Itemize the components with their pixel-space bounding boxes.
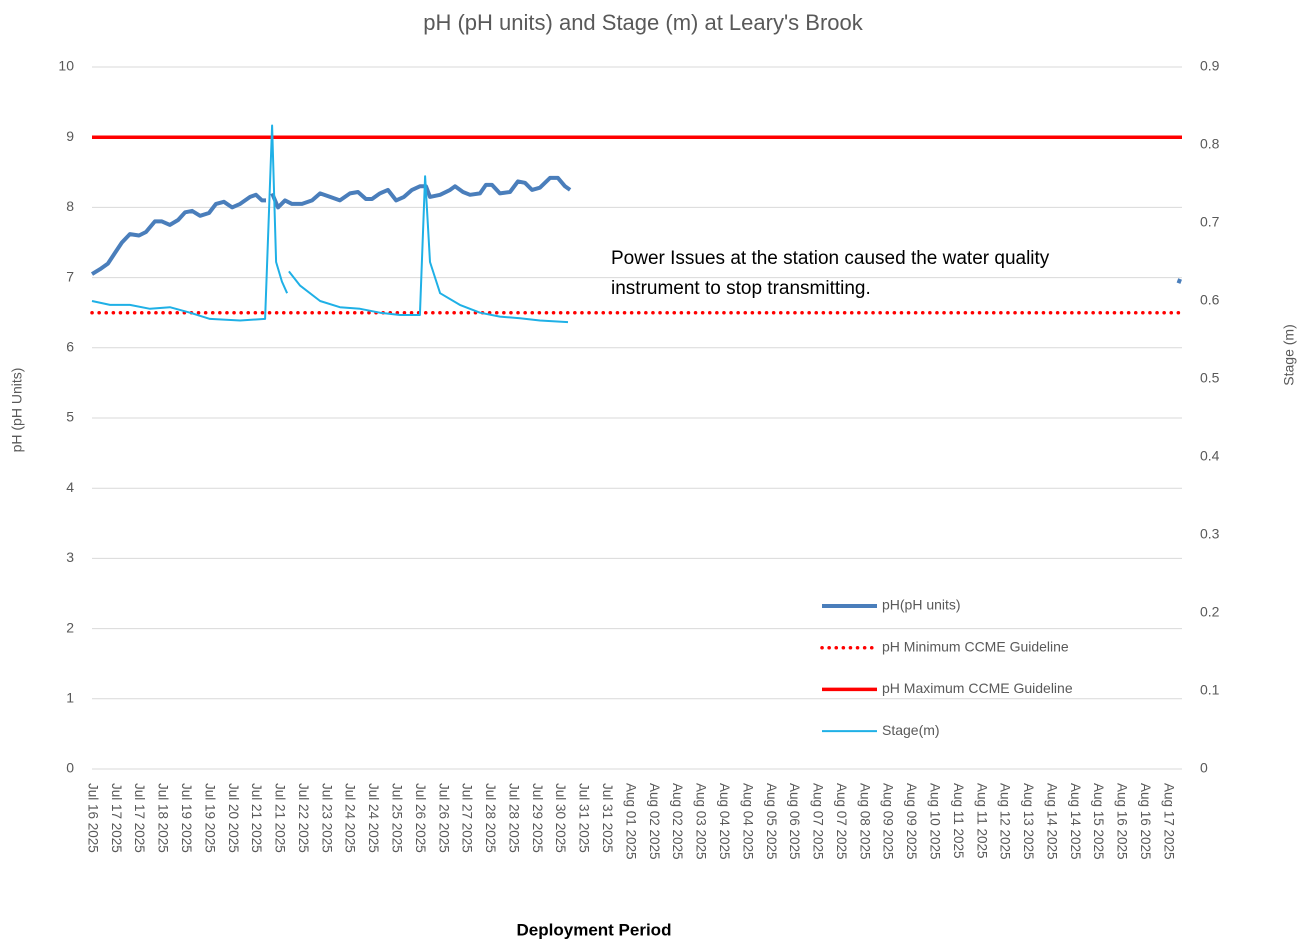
legend-label: pH Minimum CCME Guideline [882,638,1069,654]
x-tick-label: Jul 28 2025 [483,783,498,853]
y2-tick-label: 0.8 [1200,136,1220,152]
y2-axis-label: Stage (m) [1281,324,1297,385]
y2-tick-label: 0.9 [1200,58,1220,74]
x-tick-label: Jul 24 2025 [366,783,381,853]
x-tick-label: Aug 16 2025 [1138,783,1153,860]
y-tick-label: 0 [66,760,74,776]
x-tick-label: Aug 08 2025 [857,783,872,860]
x-tick-label: Aug 11 2025 [974,783,989,859]
legend-label: pH(pH units) [882,597,961,613]
y2-tick-label: 0.5 [1200,370,1220,386]
annotation: instrument to stop transmitting. [611,278,871,299]
legend-label: pH Maximum CCME Guideline [882,680,1073,696]
x-tick-label: Jul 31 2025 [577,783,592,853]
x-tick-label: Jul 25 2025 [390,783,405,853]
x-tick-label: Jul 19 2025 [179,783,194,853]
x-tick-label: Jul 21 2025 [273,783,288,853]
x-tick-label: Aug 02 2025 [647,783,662,860]
x-tick-label: Aug 11 2025 [951,783,966,859]
x-tick-label: Aug 07 2025 [811,783,826,860]
annotation: Power Issues at the station caused the w… [611,248,1050,269]
x-tick-label: Jul 17 2025 [109,783,124,853]
y-tick-label: 1 [66,690,74,706]
x-tick-label: Jul 29 2025 [530,783,545,853]
y-tick-label: 8 [66,198,74,214]
x-tick-label: Aug 15 2025 [1091,783,1106,860]
x-tick-label: Aug 01 2025 [623,783,638,860]
y-tick-label: 10 [58,58,74,74]
x-axis-label: Deployment Period [517,920,672,939]
x-tick-label: Jul 18 2025 [156,783,171,853]
y2-tick-label: 0.1 [1200,682,1220,698]
y2-tick-label: 0.3 [1200,526,1220,542]
x-tick-label: Jul 22 2025 [296,783,311,853]
x-tick-label: Jul 30 2025 [553,783,568,853]
y2-tick-label: 0.7 [1200,214,1220,230]
x-tick-label: Aug 16 2025 [1115,783,1130,860]
y2-tick-label: 0 [1200,760,1208,776]
y-tick-label: 4 [66,479,74,495]
y2-tick-label: 0.2 [1200,604,1220,620]
chart-title: pH (pH units) and Stage (m) at Leary's B… [423,10,863,35]
x-tick-label: Aug 06 2025 [787,783,802,860]
x-tick-label: Jul 24 2025 [343,783,358,853]
y-tick-label: 3 [66,549,74,565]
y-tick-label: 6 [66,339,74,355]
series-line [91,124,569,324]
x-tick-label: Aug 10 2025 [927,783,942,860]
x-tick-label: Jul 27 2025 [460,783,475,853]
x-tick-label: Aug 04 2025 [717,783,732,860]
x-tick-label: Jul 21 2025 [249,783,264,853]
x-tick-label: Jul 31 2025 [600,783,615,853]
x-tick-label: Aug 14 2025 [1068,783,1083,860]
x-tick-label: Jul 19 2025 [202,783,217,853]
x-tick-label: Aug 14 2025 [1044,783,1059,860]
x-tick-label: Jul 16 2025 [85,783,100,853]
x-tick-label: Aug 07 2025 [834,783,849,860]
x-tick-label: Jul 17 2025 [132,783,147,853]
x-tick-label: Aug 02 2025 [670,783,685,860]
y2-tick-label: 0.6 [1200,292,1220,308]
x-tick-label: Aug 04 2025 [740,783,755,860]
x-tick-label: Aug 12 2025 [998,783,1013,860]
y2-tick-label: 0.4 [1200,448,1220,464]
x-tick-label: Jul 28 2025 [506,783,521,853]
x-tick-label: Jul 26 2025 [413,783,428,853]
y-tick-label: 2 [66,619,74,635]
x-tick-label: Jul 26 2025 [436,783,451,853]
y-tick-label: 5 [66,409,74,425]
x-tick-label: Aug 13 2025 [1021,783,1036,860]
x-tick-label: Aug 09 2025 [881,783,896,860]
y-tick-label: 7 [66,268,74,284]
x-tick-label: Aug 03 2025 [694,783,709,860]
x-tick-label: Jul 23 2025 [319,783,334,853]
x-tick-label: Aug 17 2025 [1161,783,1176,860]
x-tick-label: Aug 05 2025 [764,783,779,860]
legend-label: Stage(m) [882,722,940,738]
y-tick-label: 9 [66,128,74,144]
x-tick-label: Jul 20 2025 [226,783,241,853]
y-axis-label: pH (pH Units) [9,368,25,453]
x-tick-label: Aug 09 2025 [904,783,919,860]
